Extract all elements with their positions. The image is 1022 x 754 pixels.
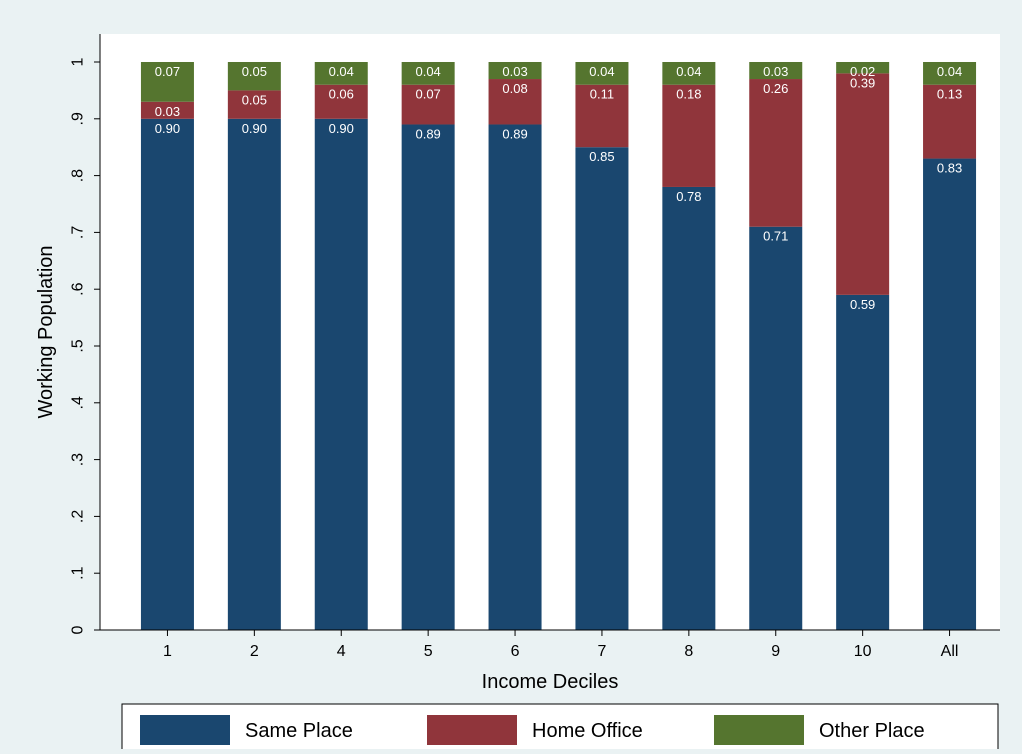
bar-segment bbox=[401, 62, 455, 85]
data-label: 0.07 bbox=[155, 64, 180, 79]
y-tick-label: .2 bbox=[70, 510, 87, 523]
x-tick-label: 4 bbox=[337, 643, 346, 660]
data-label: 0.90 bbox=[155, 121, 180, 136]
data-label: 0.05 bbox=[242, 64, 267, 79]
legend: Same Place Home Office Other Place bbox=[121, 703, 999, 754]
data-label: 0.08 bbox=[502, 81, 527, 96]
bar-segment bbox=[575, 147, 629, 630]
legend-swatch bbox=[714, 715, 804, 745]
x-tick-label: 8 bbox=[684, 643, 693, 660]
data-label: 0.13 bbox=[937, 87, 962, 102]
data-label: 0.04 bbox=[676, 64, 701, 79]
x-tick-label: 5 bbox=[424, 643, 433, 660]
y-tick-label: .6 bbox=[70, 282, 87, 295]
data-label: 0.03 bbox=[502, 64, 527, 79]
y-tick-label: .7 bbox=[70, 226, 87, 239]
bar-segment bbox=[227, 90, 281, 119]
legend-swatch bbox=[427, 715, 517, 745]
legend-label: Home Office bbox=[532, 720, 643, 742]
y-tick-label: .1 bbox=[70, 566, 87, 579]
bar-segment bbox=[575, 84, 629, 148]
legend-swatch bbox=[140, 715, 230, 745]
bar-segment bbox=[488, 124, 542, 630]
x-axis-title: Income Deciles bbox=[482, 671, 619, 693]
x-tick-label: 2 bbox=[250, 643, 259, 660]
y-axis-title: Working Population bbox=[35, 245, 57, 418]
data-label: 0.89 bbox=[415, 126, 440, 141]
x-tick-label: 7 bbox=[597, 643, 606, 660]
bar-segment bbox=[749, 62, 803, 80]
bar-segment bbox=[749, 79, 803, 227]
legend-label: Other Place bbox=[819, 720, 925, 742]
bar-segment bbox=[227, 62, 281, 91]
data-label: 0.39 bbox=[850, 75, 875, 90]
bar-segment bbox=[923, 158, 977, 630]
data-label: 0.83 bbox=[937, 161, 962, 176]
y-tick-label: 0 bbox=[70, 625, 87, 634]
bar-segment bbox=[749, 226, 803, 630]
bar-segment bbox=[314, 118, 368, 631]
data-label: 0.59 bbox=[850, 297, 875, 312]
y-tick-label: .9 bbox=[70, 112, 87, 125]
data-label: 0.06 bbox=[329, 87, 354, 102]
bar-segment bbox=[575, 62, 629, 85]
data-label: 0.03 bbox=[763, 64, 788, 79]
data-label: 0.04 bbox=[589, 64, 614, 79]
legend-box bbox=[121, 703, 999, 754]
y-tick-label: .5 bbox=[70, 339, 87, 352]
bar-segment bbox=[923, 84, 977, 159]
data-label: 0.26 bbox=[763, 81, 788, 96]
data-label: 0.78 bbox=[676, 189, 701, 204]
data-label: 0.07 bbox=[415, 87, 440, 102]
data-label: 0.71 bbox=[763, 229, 788, 244]
data-label: 0.18 bbox=[676, 87, 701, 102]
bar-segment bbox=[662, 62, 716, 85]
data-label: 0.04 bbox=[329, 64, 354, 79]
data-label: 0.03 bbox=[155, 104, 180, 119]
x-tick-label: 6 bbox=[511, 643, 520, 660]
bar-segment bbox=[923, 62, 977, 85]
y-tick-label: .3 bbox=[70, 453, 87, 466]
bar-segment bbox=[401, 84, 455, 125]
y-tick-label: 1 bbox=[70, 57, 87, 66]
data-label: 0.11 bbox=[590, 87, 614, 102]
data-label: 0.90 bbox=[329, 121, 354, 136]
bar-segment bbox=[314, 62, 368, 85]
data-label: 0.90 bbox=[242, 121, 267, 136]
bar-segment bbox=[140, 101, 194, 119]
y-tick-label: .4 bbox=[70, 396, 87, 409]
bar-segment bbox=[140, 62, 194, 102]
data-label: 0.04 bbox=[937, 64, 962, 79]
bar-segment bbox=[662, 84, 716, 187]
bar-segment bbox=[488, 79, 542, 125]
bar-segment bbox=[836, 294, 890, 630]
x-tick-label: 9 bbox=[771, 643, 780, 660]
bar-segment bbox=[836, 73, 890, 295]
legend-label: Same Place bbox=[245, 720, 353, 742]
data-label: 0.89 bbox=[502, 126, 527, 141]
bar-segment bbox=[227, 118, 281, 631]
x-tick-label: 1 bbox=[163, 643, 172, 660]
data-label: 0.02 bbox=[850, 64, 875, 79]
x-tick-label: All bbox=[941, 643, 959, 660]
data-label: 0.04 bbox=[415, 64, 440, 79]
bar-segment bbox=[314, 84, 368, 119]
x-tick-label: 10 bbox=[854, 643, 872, 660]
bar-segment bbox=[488, 62, 542, 80]
bar-segment bbox=[662, 186, 716, 630]
data-label: 0.85 bbox=[589, 149, 614, 164]
bar-segment bbox=[140, 118, 194, 631]
y-tick-label: .8 bbox=[70, 169, 87, 182]
bar-segment bbox=[836, 62, 890, 74]
bar-segment bbox=[401, 124, 455, 630]
data-label: 0.05 bbox=[242, 92, 267, 107]
